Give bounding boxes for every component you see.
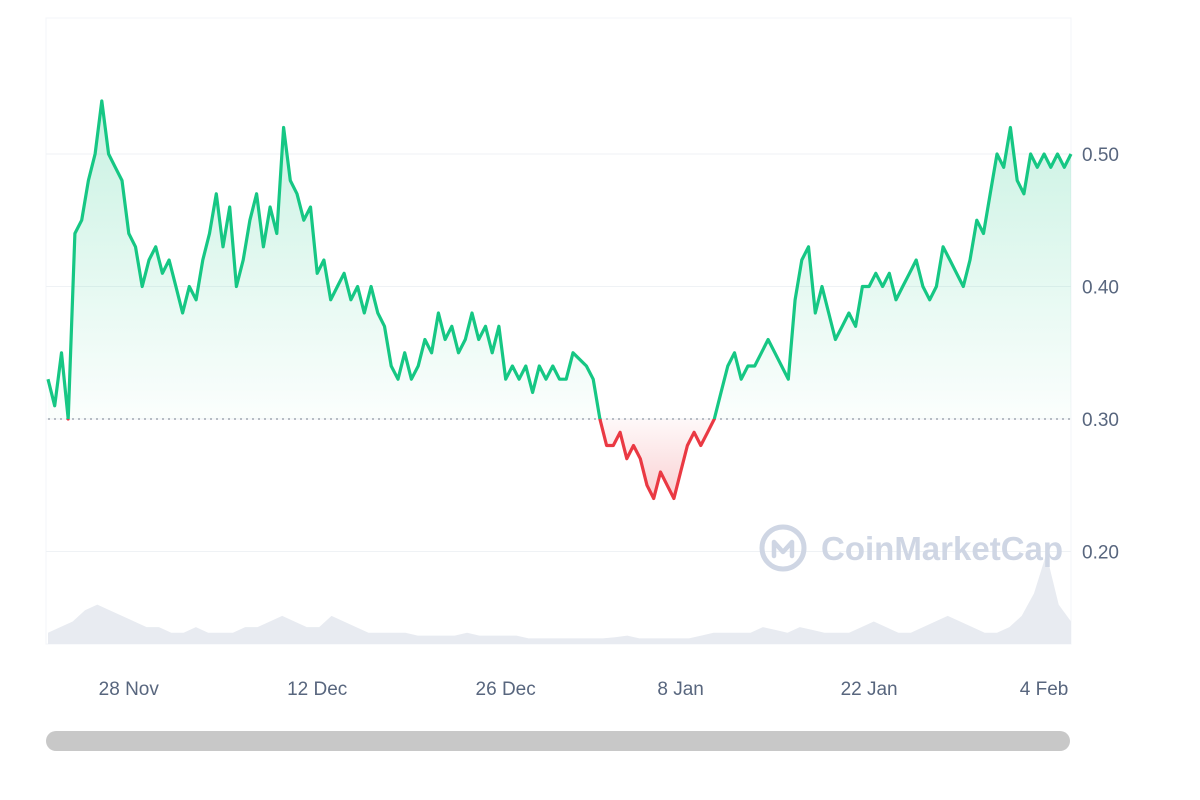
coinmarketcap-logo-icon (759, 524, 807, 572)
x-tick-label: 4 Feb (1020, 679, 1069, 700)
y-tick-label: 0.20 (1082, 543, 1119, 564)
price-line-up (46, 99, 1073, 419)
x-tick-label: 26 Dec (476, 679, 536, 700)
area-above-baseline (48, 101, 1071, 419)
timeline-scrollbar[interactable] (46, 731, 1070, 751)
volume-shape (48, 554, 1071, 644)
y-axis: 0.50 0.40 0.30 0.20 (1082, 145, 1119, 564)
y-tick-label: 0.30 (1082, 410, 1119, 431)
x-axis: 28 Nov 12 Dec 26 Dec 8 Jan 22 Jan 4 Feb (99, 679, 1069, 700)
price-fill (48, 101, 1071, 499)
x-tick-label: 8 Jan (657, 679, 703, 700)
y-tick-label: 0.40 (1082, 278, 1119, 299)
price-line (46, 99, 1073, 501)
watermark-text: CoinMarketCap (821, 530, 1063, 567)
x-tick-label: 12 Dec (287, 679, 347, 700)
watermark: CoinMarketCap (759, 524, 1063, 572)
x-tick-label: 22 Jan (841, 679, 898, 700)
volume-area (48, 554, 1071, 644)
y-tick-label: 0.50 (1082, 145, 1119, 166)
x-tick-label: 28 Nov (99, 679, 160, 700)
